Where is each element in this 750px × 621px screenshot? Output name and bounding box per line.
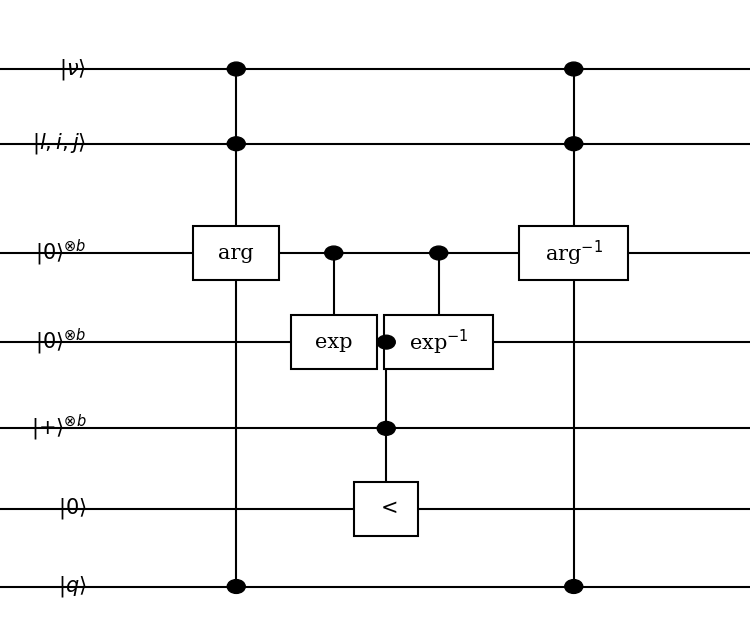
Text: $|{+}\rangle^{\otimes b}$: $|{+}\rangle^{\otimes b}$ xyxy=(31,413,86,443)
FancyBboxPatch shape xyxy=(291,315,377,369)
Circle shape xyxy=(227,62,245,76)
Text: $<$: $<$ xyxy=(376,499,397,519)
FancyBboxPatch shape xyxy=(354,481,419,536)
Text: $|\nu\rangle$: $|\nu\rangle$ xyxy=(59,57,86,81)
Text: exp: exp xyxy=(315,333,352,351)
Text: $|0\rangle$: $|0\rangle$ xyxy=(58,496,86,522)
Text: $|l,i,j\rangle$: $|l,i,j\rangle$ xyxy=(32,131,86,156)
Circle shape xyxy=(377,422,395,435)
Circle shape xyxy=(227,579,245,594)
Circle shape xyxy=(565,62,583,76)
Circle shape xyxy=(227,137,245,151)
Text: arg$^{-1}$: arg$^{-1}$ xyxy=(544,238,603,268)
Text: $|q\rangle$: $|q\rangle$ xyxy=(58,574,86,599)
Text: exp$^{-1}$: exp$^{-1}$ xyxy=(409,327,469,356)
Circle shape xyxy=(325,246,343,260)
Text: $|0\rangle^{\otimes b}$: $|0\rangle^{\otimes b}$ xyxy=(34,238,86,268)
FancyBboxPatch shape xyxy=(519,225,628,280)
Circle shape xyxy=(377,335,395,349)
FancyBboxPatch shape xyxy=(384,315,494,369)
Circle shape xyxy=(565,137,583,151)
Text: arg: arg xyxy=(218,243,254,263)
Circle shape xyxy=(430,246,448,260)
FancyBboxPatch shape xyxy=(194,225,279,280)
Text: $|0\rangle^{\otimes b}$: $|0\rangle^{\otimes b}$ xyxy=(34,327,86,357)
Circle shape xyxy=(565,579,583,594)
